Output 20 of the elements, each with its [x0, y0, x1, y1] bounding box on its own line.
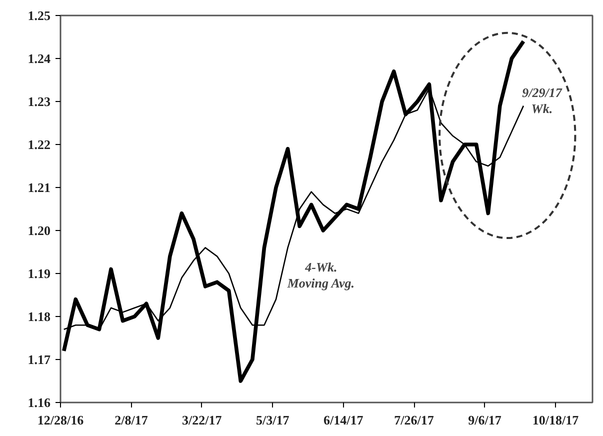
y-tick-label: 1.23	[28, 94, 51, 109]
y-tick-label: 1.17	[28, 352, 51, 367]
x-tick-label: 10/18/17	[532, 412, 580, 428]
x-tick-label: 7/26/17	[394, 412, 434, 428]
x-tick-label: 5/3/17	[256, 412, 290, 428]
annotation: 9/29/17 Wk.	[522, 85, 562, 116]
x-tick-label: 9/6/17	[468, 412, 502, 428]
x-tick-label: 6/14/17	[323, 412, 364, 428]
y-tick-label: 1.19	[28, 266, 51, 281]
y-tick-label: 1.24	[28, 51, 51, 66]
y-tick-label: 1.25	[28, 8, 51, 23]
x-tick-label: 3/22/17	[182, 412, 222, 428]
y-tick-label: 1.20	[28, 223, 50, 238]
y-tick-label: 1.22	[28, 137, 50, 152]
x-tick-label: 12/28/16	[37, 412, 84, 428]
x-tick-label: 2/8/17	[114, 412, 148, 428]
y-tick-label: 1.16	[28, 395, 51, 410]
annotation: 4-Wk. Moving Avg.	[286, 259, 355, 290]
y-tick-label: 1.21	[28, 180, 50, 195]
y-tick-label: 1.18	[28, 309, 51, 324]
